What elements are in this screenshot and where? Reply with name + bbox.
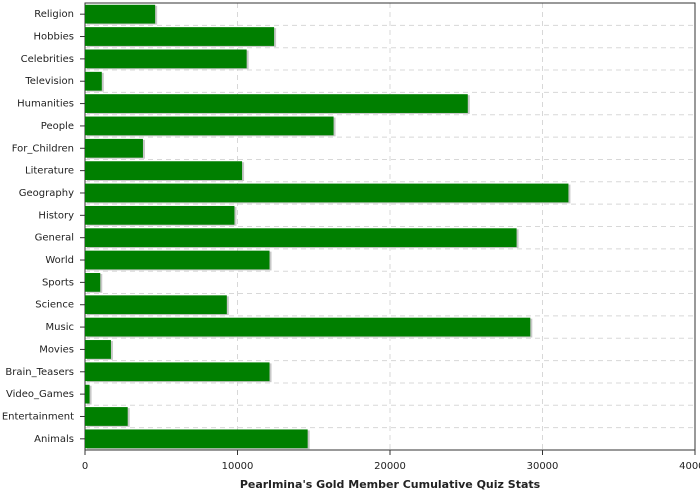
bar: [85, 205, 235, 225]
y-tick-label: Music: [46, 322, 74, 333]
y-tick-label: History: [38, 210, 74, 221]
bar: [85, 49, 247, 69]
bar: [85, 340, 111, 359]
bar: [85, 228, 517, 248]
bar: [85, 429, 308, 449]
bar: [85, 161, 243, 181]
bar: [85, 71, 102, 91]
y-tick-label: Celebrities: [21, 54, 74, 65]
y-tick-label: Video_Games: [6, 389, 74, 400]
bar: [85, 94, 468, 113]
x-tick-label: 0: [82, 461, 88, 472]
y-tick-label: General: [35, 233, 74, 244]
x-tick-label: 30000: [527, 461, 559, 472]
y-tick-label: Sports: [42, 277, 74, 288]
bar: [85, 4, 156, 24]
y-tick-label: People: [41, 121, 74, 132]
bar: [85, 116, 334, 136]
bar: [85, 362, 270, 382]
y-tick-label: Brain_Teasers: [5, 367, 74, 378]
y-tick-label: For_Children: [12, 143, 74, 154]
bar: [85, 272, 101, 292]
y-tick-label: Television: [24, 76, 74, 87]
bar: [85, 250, 270, 270]
bar: [85, 27, 275, 46]
y-tick-label: Humanities: [17, 99, 74, 110]
bar: [85, 183, 569, 203]
y-tick-label: Hobbies: [34, 32, 74, 43]
y-tick-label: Science: [35, 300, 74, 311]
bar: [85, 295, 227, 315]
y-tick-label: Movies: [39, 344, 74, 355]
bar: [85, 407, 128, 426]
y-tick-label: Religion: [34, 9, 74, 20]
x-tick-label: 40000: [679, 461, 700, 472]
bar: [85, 138, 143, 158]
y-tick-label: Animals: [34, 434, 74, 445]
bar: [85, 384, 90, 404]
plot-frame: [84, 2, 696, 451]
y-tick-label: Literature: [25, 166, 74, 177]
y-tick-label: Entertainment: [2, 411, 74, 422]
x-axis-label: Pearlmina's Gold Member Cumulative Quiz …: [240, 478, 541, 491]
y-tick-label: Geography: [19, 188, 74, 199]
x-tick-label: 20000: [374, 461, 406, 472]
y-tick-label: World: [45, 255, 74, 266]
x-tick-label: 10000: [222, 461, 254, 472]
bar: [85, 317, 531, 337]
